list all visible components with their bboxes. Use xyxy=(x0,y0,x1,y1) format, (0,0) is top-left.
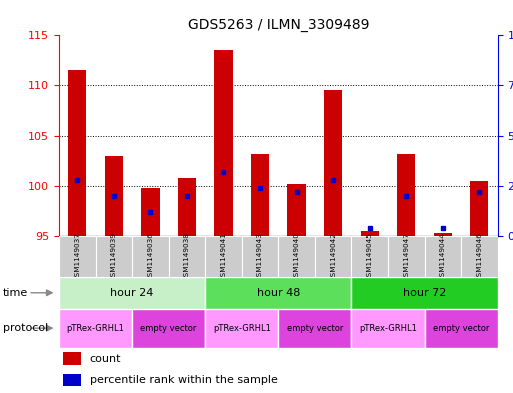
Bar xyxy=(461,236,498,277)
Bar xyxy=(324,90,342,236)
Text: GSM1149040: GSM1149040 xyxy=(293,232,300,281)
Text: GSM1149045: GSM1149045 xyxy=(367,232,372,281)
Bar xyxy=(287,184,306,236)
Text: empty vector: empty vector xyxy=(287,324,343,332)
Bar xyxy=(178,178,196,236)
Bar xyxy=(132,236,169,277)
Text: pTRex-GRHL1: pTRex-GRHL1 xyxy=(67,324,125,332)
Bar xyxy=(169,236,205,277)
Text: GSM1149046: GSM1149046 xyxy=(477,232,482,281)
Bar xyxy=(424,309,498,348)
Bar xyxy=(59,277,205,309)
Bar xyxy=(64,374,81,386)
Text: percentile rank within the sample: percentile rank within the sample xyxy=(90,375,278,385)
Text: GSM1149044: GSM1149044 xyxy=(440,232,446,281)
Text: protocol: protocol xyxy=(3,323,48,333)
Bar xyxy=(64,352,81,365)
Bar xyxy=(251,154,269,236)
Text: GSM1149047: GSM1149047 xyxy=(403,232,409,281)
Text: GSM1149036: GSM1149036 xyxy=(147,232,153,281)
Bar xyxy=(278,236,315,277)
Text: hour 48: hour 48 xyxy=(256,288,300,298)
Text: pTRex-GRHL1: pTRex-GRHL1 xyxy=(359,324,417,332)
Bar xyxy=(68,70,86,236)
Bar xyxy=(433,233,452,236)
Text: time: time xyxy=(3,288,28,298)
Text: pTRex-GRHL1: pTRex-GRHL1 xyxy=(213,324,271,332)
Text: GSM1149039: GSM1149039 xyxy=(111,232,117,281)
Text: GSM1149041: GSM1149041 xyxy=(221,232,226,281)
Bar xyxy=(351,236,388,277)
Text: hour 72: hour 72 xyxy=(403,288,446,298)
Bar xyxy=(59,236,95,277)
Bar xyxy=(424,236,461,277)
Text: empty vector: empty vector xyxy=(433,324,489,332)
Bar xyxy=(132,309,205,348)
Bar xyxy=(95,236,132,277)
Text: GSM1149038: GSM1149038 xyxy=(184,232,190,281)
Bar xyxy=(242,236,278,277)
Text: empty vector: empty vector xyxy=(141,324,197,332)
Text: GSM1149042: GSM1149042 xyxy=(330,232,336,281)
Bar xyxy=(397,154,416,236)
Text: GSM1149037: GSM1149037 xyxy=(74,232,80,281)
Bar xyxy=(214,50,232,236)
Bar xyxy=(278,309,351,348)
Bar xyxy=(205,277,351,309)
Bar xyxy=(141,188,160,236)
Bar xyxy=(105,156,123,236)
Bar xyxy=(351,277,498,309)
Bar xyxy=(470,181,488,236)
Bar xyxy=(361,231,379,236)
Text: hour 24: hour 24 xyxy=(110,288,154,298)
Bar xyxy=(205,236,242,277)
Bar xyxy=(205,309,278,348)
Title: GDS5263 / ILMN_3309489: GDS5263 / ILMN_3309489 xyxy=(188,18,369,31)
Text: count: count xyxy=(90,354,121,364)
Bar xyxy=(59,309,132,348)
Bar xyxy=(315,236,351,277)
Text: GSM1149043: GSM1149043 xyxy=(257,232,263,281)
Bar xyxy=(351,309,424,348)
Bar xyxy=(388,236,424,277)
